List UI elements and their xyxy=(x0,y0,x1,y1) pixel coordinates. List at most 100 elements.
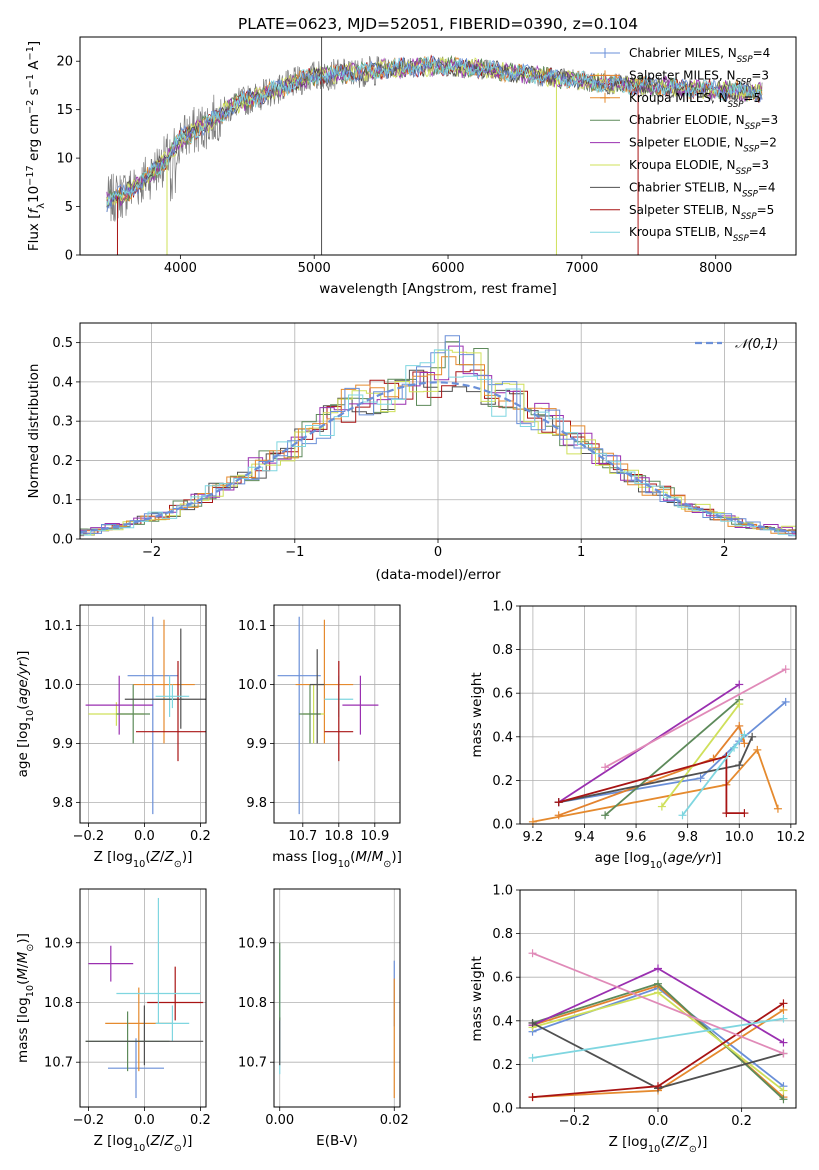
label-part: =4 xyxy=(749,225,767,239)
label-part: ⊙ xyxy=(174,1143,182,1154)
y-tick-label: 0.4 xyxy=(492,730,513,745)
label-part: ( xyxy=(145,849,150,865)
label-part: SSP xyxy=(745,122,762,132)
y-axis-label: mass weight xyxy=(469,672,485,757)
label-part: Z [log xyxy=(94,849,133,865)
label-part: SSP xyxy=(737,55,754,65)
label-part: =3 xyxy=(751,158,769,172)
label-part: 10 xyxy=(648,1144,660,1155)
panel-spectrum: 4000 5000 6000 7000 8000 0 5 10 15 20 wavelength [… xyxy=(25,36,797,297)
y-tick-label: 10.0 xyxy=(238,678,267,693)
label-part: SSP xyxy=(736,167,753,177)
label-part: ⊙ xyxy=(174,859,182,870)
residual-histogram xyxy=(80,349,796,536)
y-tick-label: 0.2 xyxy=(52,454,73,469)
residual-histogram xyxy=(80,335,796,537)
y-tick-label: 5 xyxy=(65,200,73,215)
label-part: 10 xyxy=(25,985,36,997)
y-tick-label: 10.9 xyxy=(238,936,267,951)
label-part: age [log xyxy=(595,850,650,866)
legend-entry-label: Salpeter ELODIE, NSSP=2 xyxy=(629,136,777,155)
mass-weight-line xyxy=(532,748,779,823)
label-part: mass [log xyxy=(272,849,338,865)
y-tick-label: 0 xyxy=(65,249,73,264)
label-part: =5 xyxy=(757,203,775,217)
y-tick-label: 10.7 xyxy=(238,1056,267,1071)
label-part: −17 xyxy=(25,165,36,186)
x-axis-label: wavelength [Angstrom, rest frame] xyxy=(319,281,557,297)
axes-frame xyxy=(79,604,207,824)
label-part: ⊙ xyxy=(689,1144,697,1155)
x-tick-label: 10.2 xyxy=(776,830,805,845)
y-tick-label: 9.9 xyxy=(52,737,73,752)
label-part: f xyxy=(26,207,42,214)
legend-entry-label: Kroupa MILES, NSSP=5 xyxy=(629,91,761,110)
y-tick-label: 0.0 xyxy=(52,533,73,548)
label-part: Z xyxy=(150,849,161,865)
legend-entry-label: Chabrier MILES, NSSP=4 xyxy=(629,46,770,65)
label-part: ] xyxy=(26,41,42,46)
y-tick-label: 1.0 xyxy=(492,884,513,899)
label-part: Chabrier STELIB, N xyxy=(629,180,742,194)
y-tick-label: 10.8 xyxy=(44,996,73,1011)
label-part: Z xyxy=(678,1134,689,1150)
label-part: SSP xyxy=(733,234,750,244)
mass-weight-line xyxy=(604,668,787,769)
label-part: Flux [ xyxy=(26,214,42,252)
label-part: 10 xyxy=(133,859,145,870)
axes-frame xyxy=(79,888,207,1108)
x-axis-label: E(B-V) xyxy=(316,1133,358,1149)
label-part: −1 xyxy=(25,46,36,60)
label-part: A xyxy=(26,60,42,74)
label-part: −2 xyxy=(25,100,36,114)
x-tick-label: −0.2 xyxy=(73,1113,105,1128)
label-part: age [log xyxy=(15,722,31,777)
normal-distribution-curve xyxy=(80,381,796,534)
label-part: Z xyxy=(163,1133,174,1149)
label-part: ⊙ xyxy=(25,944,36,952)
label-part: =4 xyxy=(753,46,771,60)
x-tick-label: 0 xyxy=(434,545,442,560)
x-tick-label: 0.0 xyxy=(648,1114,669,1129)
y-tick-label: 9.8 xyxy=(52,796,73,811)
x-tick-label: 9.6 xyxy=(626,830,647,845)
x-tick-label: 0.0 xyxy=(134,1113,155,1128)
y-tick-label: 9.9 xyxy=(246,737,267,752)
label-part: )] xyxy=(697,1134,708,1150)
y-tick-label: 0.1 xyxy=(52,493,73,508)
label-part: erg cm xyxy=(26,114,42,165)
y-tick-label: 10.1 xyxy=(238,619,267,634)
label-part: −1 xyxy=(25,74,36,88)
x-tick-label: 7000 xyxy=(565,261,598,276)
label-part: / xyxy=(160,849,165,865)
label-part: 10 xyxy=(338,859,350,870)
legend-entry-label: Kroupa ELODIE, NSSP=3 xyxy=(629,158,769,177)
label-part: =4 xyxy=(758,180,776,194)
label-part: SSP xyxy=(742,189,759,199)
x-tick-label: 0.0 xyxy=(134,829,155,844)
label-part: ⊙ xyxy=(383,859,391,870)
label-part: mass [log xyxy=(15,997,31,1063)
axes-frame xyxy=(273,888,401,1108)
label-part: ( xyxy=(350,849,355,865)
legend-entry-label: Salpeter MILES, NSSP=3 xyxy=(629,68,769,87)
x-tick-label: 9.4 xyxy=(574,830,595,845)
model-spectrum-line xyxy=(106,56,763,207)
mass-weight-line xyxy=(532,952,784,1055)
label-part: =3 xyxy=(751,68,769,82)
label-part: )] xyxy=(391,849,402,865)
label-part: ( xyxy=(15,704,31,709)
label-part: )] xyxy=(15,651,31,662)
y-axis-label: age [log10(age/yr)] xyxy=(15,651,36,778)
y-tick-label: 0.0 xyxy=(492,818,513,833)
y-tick-label: 9.8 xyxy=(246,796,267,811)
y-tick-label: 10.0 xyxy=(44,678,73,693)
x-tick-label: 0.02 xyxy=(380,1113,409,1128)
label-part: age/yr xyxy=(15,660,31,705)
y-tick-label: 0.8 xyxy=(492,643,513,658)
x-tick-label: 2 xyxy=(720,545,728,560)
label-part: Salpeter ELODIE, N xyxy=(629,136,743,150)
label-part: Salpeter MILES, N xyxy=(629,68,736,82)
